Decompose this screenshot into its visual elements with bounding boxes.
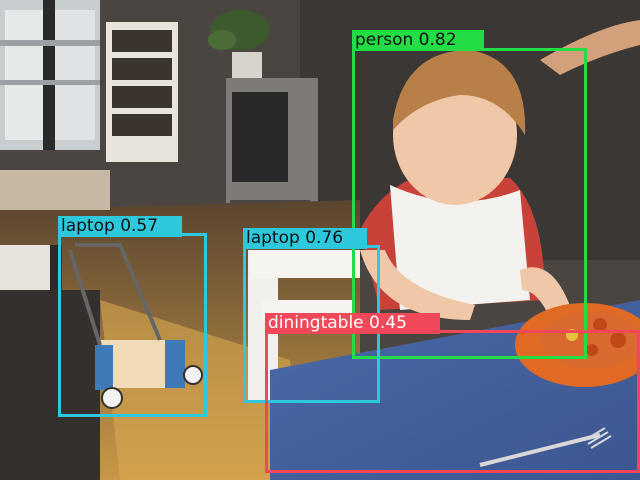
detection-label-laptop-2: laptop 0.76 (243, 228, 367, 249)
detection-label-diningtable: diningtable 0.45 (265, 313, 440, 334)
bookshelf (106, 22, 178, 162)
sofa (0, 245, 100, 480)
detection-box-diningtable (265, 330, 640, 473)
child (360, 50, 575, 330)
walker-toy (68, 243, 203, 409)
detection-label-person: person 0.82 (352, 30, 484, 51)
detection-label-laptop-1: laptop 0.57 (58, 216, 182, 237)
adult-arm (540, 20, 640, 75)
window (0, 0, 100, 150)
detection-box-laptop-1 (58, 233, 207, 417)
potted-plant (208, 10, 270, 80)
plate-food (515, 303, 640, 387)
